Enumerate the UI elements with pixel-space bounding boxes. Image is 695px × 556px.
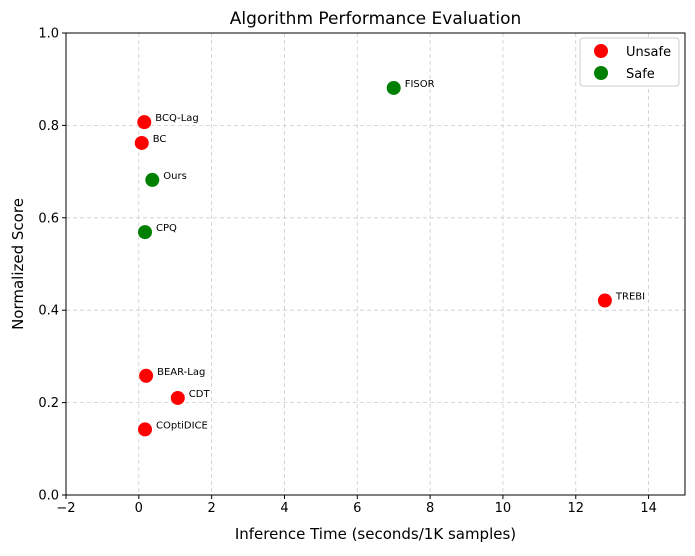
point-cdt [170, 390, 185, 405]
x-tick-label: 10 [495, 501, 512, 516]
point-ours [145, 172, 160, 187]
y-tick-label: 0.4 [38, 304, 59, 319]
x-axis-label: Inference Time (seconds/1K samples) [235, 525, 516, 543]
y-axis-label: Normalized Score [9, 198, 27, 330]
point-label-coptidice: COptiDICE [156, 420, 208, 431]
point-label-bear-lag: BEAR-Lag [157, 367, 205, 378]
x-tick-label: 8 [426, 501, 434, 516]
point-label-ours: Ours [163, 171, 187, 182]
x-tick-label: 14 [640, 501, 657, 516]
point-label-trebi: TREBI [615, 291, 645, 302]
grid [66, 33, 685, 495]
point-trebi [597, 293, 612, 308]
y-tick-label: 0.8 [38, 119, 59, 134]
chart-title: Algorithm Performance Evaluation [230, 9, 522, 29]
x-tick-label: 0 [135, 501, 143, 516]
y-tick-label: 1.0 [38, 27, 59, 42]
point-label-bcq-lag: BCQ-Lag [155, 113, 198, 124]
y-tick-label: 0.6 [38, 211, 59, 226]
point-label-bc: BC [153, 134, 167, 145]
point-bear-lag [139, 368, 154, 383]
point-label-cpq: CPQ [156, 223, 177, 234]
x-tick-label: 4 [280, 501, 288, 516]
legend-marker-unsafe [594, 44, 608, 58]
legend-label-safe: Safe [626, 67, 655, 82]
point-fisor [386, 80, 401, 95]
legend-marker-safe [594, 66, 608, 80]
point-labels: BCQ-Lag BC TREBI BEAR-Lag CDT COptiDICE FISOR O… [153, 79, 645, 431]
legend-label-unsafe: Unsafe [626, 45, 671, 60]
point-bcq-lag [137, 115, 152, 130]
axis-ticks: −2 0 2 4 6 8 10 12 14 0.0 0.2 0.4 0.6 0.8 1.0 [38, 27, 657, 517]
x-tick-label: 12 [567, 501, 584, 516]
x-tick-label: 2 [208, 501, 216, 516]
point-label-cdt: CDT [189, 389, 211, 400]
point-coptidice [138, 422, 153, 437]
x-tick-label: 6 [353, 501, 361, 516]
x-tick-label: −2 [56, 501, 75, 516]
point-cpq [138, 225, 153, 240]
plot-frame [65, 32, 686, 496]
legend: Unsafe Safe [579, 37, 680, 87]
y-tick-label: 0.0 [38, 489, 59, 504]
point-label-fisor: FISOR [405, 79, 435, 90]
point-bc [134, 135, 149, 150]
data-points [134, 80, 612, 437]
y-tick-label: 0.2 [38, 396, 59, 411]
